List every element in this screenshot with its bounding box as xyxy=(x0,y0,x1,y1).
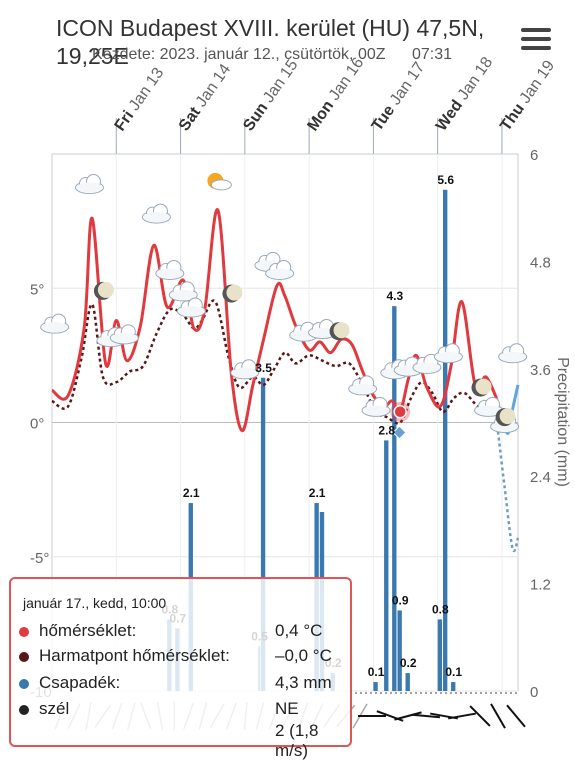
y-right-tick-label: 2.4 xyxy=(530,469,551,486)
tooltip-header: január 17., kedd, 10:00 xyxy=(23,595,167,611)
moon-icon xyxy=(495,408,516,427)
cloud-icon xyxy=(474,396,504,417)
cloud-icon xyxy=(168,281,198,302)
cloud-icon xyxy=(230,359,260,380)
tooltip-value: NE xyxy=(275,699,299,718)
subtitle-text: Kezdete: 2023. január 12., csütörtök, 00… xyxy=(92,46,386,63)
moon-icon xyxy=(471,378,492,397)
moon-icon xyxy=(93,281,114,300)
bar-value-label: 3.5 xyxy=(255,361,272,375)
day-label: Fri Jan 13 xyxy=(112,65,168,135)
precipitation-bar xyxy=(443,189,448,692)
y-right-tick-label: 3.6 xyxy=(530,362,551,379)
wind-arrow-icon xyxy=(490,703,506,729)
precipitation-bar xyxy=(451,682,456,691)
bar-value-label: 0.2 xyxy=(400,656,417,670)
hover-temperature-point xyxy=(393,405,407,419)
y-right-tick-label: 1.2 xyxy=(530,577,551,594)
y-right-tick-label: 0 xyxy=(530,684,538,701)
cloud-icon xyxy=(498,343,528,364)
tooltip-label: szél xyxy=(39,699,70,718)
temperature-dot-icon xyxy=(19,627,29,637)
wind-arrow-icon xyxy=(394,711,422,721)
bar-value-label: 4.3 xyxy=(386,289,403,303)
precipitation-bar xyxy=(397,610,402,691)
y-right-axis-label: Precipitation (mm) xyxy=(554,357,571,487)
day-label: Tue Jan 17 xyxy=(369,59,429,134)
weather-icons xyxy=(40,172,528,433)
dewpoint-dot-icon xyxy=(19,652,29,662)
cloud-icon xyxy=(74,174,104,195)
sun-icon xyxy=(207,172,232,191)
dewpoint-line xyxy=(51,299,498,425)
precipitation-bar xyxy=(437,619,443,691)
wind-arrow-icon xyxy=(411,713,441,719)
precipitation-bar xyxy=(260,377,266,691)
wind-dot-icon xyxy=(19,705,29,715)
y-right-tick-label: 4.8 xyxy=(530,254,551,271)
precipitation-dot-icon xyxy=(19,679,29,689)
tooltip-value: 0,4 °C xyxy=(275,621,323,640)
bar-value-label: 0.1 xyxy=(368,665,385,679)
cloud-icon xyxy=(348,375,378,396)
moon-icon xyxy=(222,284,243,303)
menu-icon[interactable] xyxy=(521,28,551,52)
tooltip-row-temperature: hőmérséklet: 0,4 °C xyxy=(19,621,349,643)
cloud-icon xyxy=(109,324,139,345)
precipitation-bar xyxy=(405,673,410,691)
wind-arrow-icon xyxy=(448,712,476,720)
cloud-icon xyxy=(433,343,463,364)
bar-value-label: 2.1 xyxy=(183,486,200,500)
moon-icon xyxy=(329,322,350,341)
tooltip-label: Csapadék: xyxy=(39,673,121,692)
cloud-icon xyxy=(361,396,391,417)
precipitation-bar xyxy=(392,306,397,691)
page-title: ICON Budapest XVIII. kerület (HU) 47,5N,… xyxy=(56,15,485,69)
y-right-tick-label: 6 xyxy=(530,147,538,164)
tooltip-row-wind: szél NE 2 (1,8 m/s) xyxy=(19,699,349,760)
data-tooltip: január 17., kedd, 10:00 hőmérséklet: 0,4… xyxy=(9,577,352,760)
tooltip-value-2: 2 (1,8 m/s) xyxy=(275,721,319,760)
cloud-icon xyxy=(265,259,295,280)
subtitle-time: 07:31 xyxy=(411,46,453,63)
hover-precip-point xyxy=(392,425,407,440)
precipitation-bar xyxy=(384,440,389,691)
cloud-icon xyxy=(176,297,206,318)
tooltip-row-dewpoint: Harmatpont hőmérséklet: –0,0 °C xyxy=(19,646,349,668)
bar-value-label: 0.8 xyxy=(432,602,449,616)
y-left-tick-label: 5° xyxy=(30,281,44,298)
cloud-icon xyxy=(155,259,185,280)
dewpoint-forecast-line xyxy=(495,419,520,553)
cloud-icon xyxy=(141,203,171,224)
bar-value-label: 2.8 xyxy=(378,423,395,437)
bar-value-label: 2.1 xyxy=(309,486,326,500)
cloud-icon xyxy=(307,319,337,340)
tooltip-label: Harmatpont hőmérséklet: xyxy=(39,646,230,665)
wind-arrow-icon xyxy=(469,705,491,727)
bar-value-label: 0.1 xyxy=(445,665,462,679)
wind-arrow-icon xyxy=(506,704,526,728)
precipitation-bar xyxy=(373,682,378,691)
bar-value-label: 0.9 xyxy=(392,593,409,607)
tooltip-value: 4,3 mm xyxy=(275,673,332,692)
cloud-icon xyxy=(412,353,442,374)
cloud-icon xyxy=(40,313,70,334)
tooltip-row-precipitation: Csapadék: 4,3 mm xyxy=(19,673,349,695)
y-left-tick-label: -5° xyxy=(30,550,49,567)
tooltip-value: –0,0 °C xyxy=(275,646,332,665)
tooltip-label: hőmérséklet: xyxy=(39,621,137,640)
run-start-subtitle: Kezdete: 2023. január 12., csütörtök, 00… xyxy=(92,46,452,64)
y-left-tick-label: 0° xyxy=(30,416,44,433)
bar-value-label: 5.6 xyxy=(437,173,454,187)
day-label: Sat Jan 14 xyxy=(176,61,234,134)
